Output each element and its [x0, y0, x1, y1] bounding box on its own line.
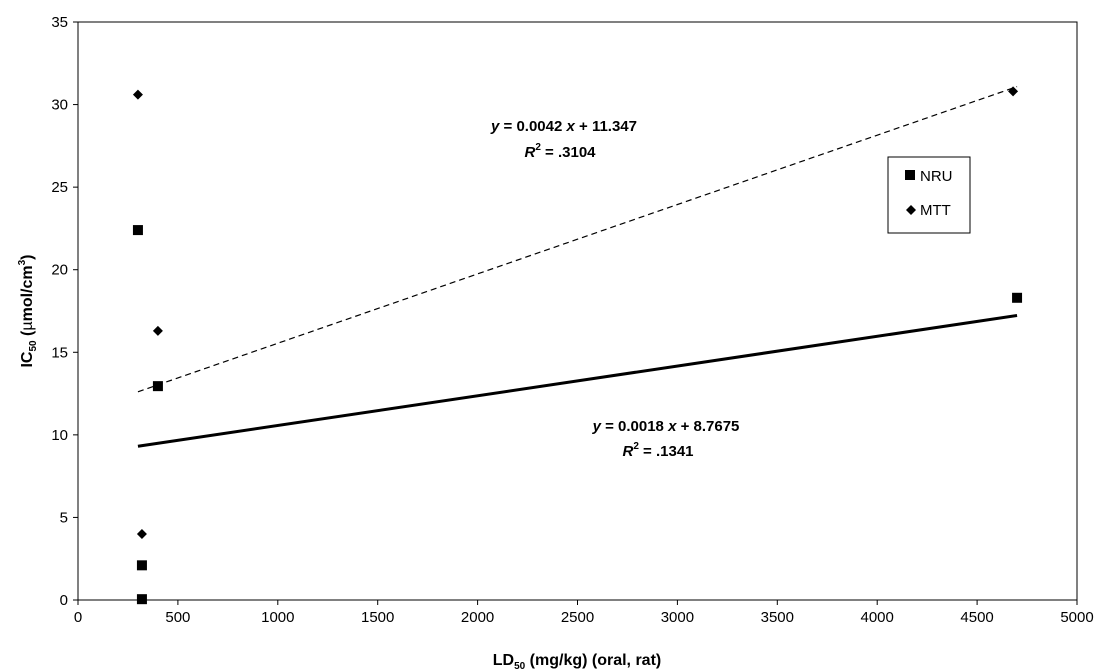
nru-point: [1012, 292, 1023, 303]
mtt-equation: y = 0.0042 x + 11.347 R2 = .3104: [490, 118, 637, 161]
x-tick-label: 3000: [661, 609, 694, 626]
x-tick-label: 2000: [461, 609, 494, 626]
x-tick-label: 500: [165, 609, 190, 626]
mtt-equation-line: y = 0.0042 x + 11.347: [490, 118, 637, 135]
y-tick-label: 5: [60, 509, 68, 526]
x-tick-label: 1000: [261, 609, 294, 626]
x-axis: 0 500 1000 1500 2000 2500 3000 3500 4000 4500 5000: [74, 600, 1094, 626]
nru-point: [136, 594, 147, 605]
mtt-trendline: [137, 86, 1018, 393]
y-tick-label: 15: [51, 344, 68, 361]
y-tick-label: 20: [51, 262, 68, 279]
nru-r2: R2 = .1341: [622, 441, 693, 460]
legend-nru-label: NRU: [920, 168, 953, 185]
nru-point: [132, 225, 143, 236]
nru-point: [136, 560, 147, 571]
y-tick-label: 30: [51, 97, 68, 114]
y-axis: 0 5 10 15 20 25 30 35: [51, 14, 78, 609]
mtt-point: [152, 325, 163, 336]
x-tick-label: 3500: [761, 609, 794, 626]
x-tick-label: 2500: [561, 609, 594, 626]
legend: NRU MTT: [887, 156, 971, 234]
x-tick-label: 5000: [1060, 609, 1093, 626]
nru-equation-line: y = 0.0018 x + 8.7675: [592, 418, 740, 435]
mtt-point: [136, 528, 147, 539]
y-tick-label: 35: [51, 14, 68, 31]
nru-equation: y = 0.0018 x + 8.7675 R2 = .1341: [592, 418, 740, 460]
y-tick-label: 0: [60, 592, 68, 609]
mtt-point: [1008, 86, 1019, 97]
mtt-r2: R2 = .3104: [524, 142, 596, 161]
x-axis-title: LD50 (mg/kg) (oral, rat): [493, 652, 661, 671]
y-tick-label: 10: [51, 427, 68, 444]
x-tick-label: 4000: [861, 609, 894, 626]
legend-box: [887, 156, 971, 234]
x-tick-label: 1500: [361, 609, 394, 626]
nru-trendline: [137, 314, 1018, 448]
y-axis-title: IC50 (µmol/cm3): [17, 254, 39, 367]
legend-nru-marker: [905, 170, 915, 180]
legend-mtt-marker: [906, 205, 916, 215]
mtt-point: [132, 89, 143, 100]
nru-point: [152, 381, 163, 392]
y-tick-label: 25: [51, 179, 68, 196]
x-tick-label: 0: [74, 609, 82, 626]
data-points: [132, 86, 1023, 605]
x-tick-label: 4500: [960, 609, 993, 626]
plot-area: [77, 21, 1078, 601]
legend-mtt-label: MTT: [920, 202, 951, 219]
